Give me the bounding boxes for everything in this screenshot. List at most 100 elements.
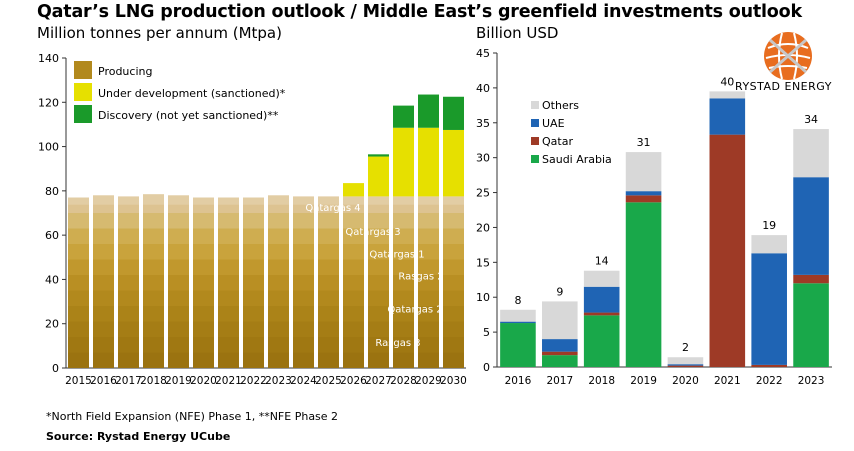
left-x-tick-label: 2030	[440, 375, 467, 387]
producing-bar-segment	[268, 337, 289, 353]
left-x-tick-label: 2024	[290, 375, 317, 387]
producing-bar-segment	[268, 321, 289, 337]
producing-bar-segment	[368, 321, 389, 337]
producing-bar-segment	[418, 290, 439, 306]
producing-bar-segment	[268, 352, 289, 368]
producing-bar-segment	[193, 259, 214, 275]
producing-bar-segment	[93, 275, 114, 291]
left-y-axis-label: Million tonnes per annum (Mtpa)	[37, 24, 282, 42]
producing-bar-segment	[368, 352, 389, 368]
producing-bar-segment	[118, 213, 139, 229]
others-bar	[500, 309, 536, 322]
producing-bar-segment	[318, 290, 339, 306]
producing-bar-segment	[443, 228, 464, 244]
producing-bar-segment	[268, 195, 289, 205]
qatar-bar	[667, 365, 704, 367]
producing-bar-segment	[293, 196, 314, 205]
producing-bar-segment	[218, 204, 239, 213]
producing-bar-segment	[268, 228, 289, 244]
producing-bar-segment	[168, 275, 189, 291]
producing-bar-segment	[118, 352, 139, 368]
discovery-bar	[368, 154, 389, 157]
producing-bar-segment	[218, 306, 239, 322]
producing-bar-segment	[143, 194, 164, 205]
producing-bar-segment	[168, 290, 189, 306]
saudi-bar	[793, 283, 829, 367]
producing-bar-segment	[218, 259, 239, 275]
producing-bar-segment	[443, 213, 464, 229]
producing-bar-segment	[143, 228, 164, 244]
producing-bar-segment	[418, 213, 439, 229]
producing-bar-segment	[393, 275, 414, 291]
producing-bar-segment	[418, 259, 439, 275]
producing-bar-segment	[368, 228, 389, 244]
producing-bar-segment	[418, 196, 439, 205]
producing-bar-segment	[93, 259, 114, 275]
left-y-tick-label: 0	[52, 362, 59, 375]
producing-bar-segment	[93, 290, 114, 306]
left-legend-label: Under development (sanctioned)*	[98, 87, 286, 100]
producing-bar-segment	[393, 228, 414, 244]
producing-bar-segment	[168, 228, 189, 244]
producing-bar-segment	[318, 228, 339, 244]
producing-bar-segment	[218, 197, 239, 205]
producing-bar-segment	[68, 213, 89, 229]
qatar-bar	[583, 312, 620, 316]
right-x-tick-label: 2019	[630, 375, 657, 387]
producing-bar-segment	[343, 196, 364, 205]
producing-bar-segment	[343, 259, 364, 275]
producing-bar-segment	[318, 244, 339, 260]
producing-bar-segment	[393, 244, 414, 260]
producing-bar-segment	[393, 321, 414, 337]
producing-bar-segment	[368, 213, 389, 229]
producing-bar-segment	[68, 306, 89, 322]
right-y-tick-label: 25	[476, 187, 490, 200]
left-y-tick-label: 40	[45, 273, 59, 286]
right-legend-swatch	[531, 137, 539, 145]
producing-bar-segment	[168, 306, 189, 322]
producing-bar-segment	[168, 204, 189, 213]
producing-bar-segment	[68, 337, 89, 353]
field-annotation: Rasgas 3	[375, 338, 420, 349]
producing-bar-segment	[143, 306, 164, 322]
producing-bar-segment	[143, 321, 164, 337]
producing-bar-segment	[218, 228, 239, 244]
producing-bar-segment	[393, 337, 414, 353]
left-y-tick-label: 80	[45, 185, 59, 198]
producing-bar-segment	[193, 290, 214, 306]
producing-bar-segment	[418, 306, 439, 322]
producing-bar-segment	[293, 306, 314, 322]
left-legend-swatch	[74, 105, 92, 123]
producing-bar-segment	[343, 290, 364, 306]
producing-bar-segment	[293, 259, 314, 275]
producing-bar-segment	[143, 337, 164, 353]
producing-bar-segment	[293, 337, 314, 353]
producing-bar-segment	[268, 213, 289, 229]
producing-bar-segment	[218, 244, 239, 260]
producing-bar-segment	[343, 228, 364, 244]
producing-bar-segment	[168, 259, 189, 275]
producing-bar-segment	[293, 352, 314, 368]
producing-bar-segment	[318, 196, 339, 205]
producing-bar-segment	[143, 244, 164, 260]
qatar-lng-chart: 0204060801001201402015201620172018201920…	[38, 52, 467, 387]
producing-bar-segment	[393, 306, 414, 322]
producing-bar-segment	[118, 244, 139, 260]
under-development-bar	[418, 127, 439, 197]
producing-bar-segment	[243, 259, 264, 275]
producing-bar-segment	[118, 204, 139, 213]
producing-bar-segment	[268, 244, 289, 260]
right-y-tick-label: 40	[476, 82, 490, 95]
producing-bar-segment	[268, 259, 289, 275]
right-y-tick-label: 0	[483, 361, 490, 374]
bar-total-label: 8	[514, 294, 521, 307]
left-y-tick-label: 20	[45, 318, 59, 331]
producing-bar-segment	[118, 306, 139, 322]
producing-bar-segment	[93, 321, 114, 337]
producing-bar-segment	[343, 337, 364, 353]
right-x-tick-label: 2017	[546, 375, 573, 387]
qatar-bar	[709, 134, 746, 367]
uae-bar	[625, 191, 662, 196]
uae-bar	[709, 98, 746, 135]
left-y-tick-label: 120	[38, 96, 59, 109]
